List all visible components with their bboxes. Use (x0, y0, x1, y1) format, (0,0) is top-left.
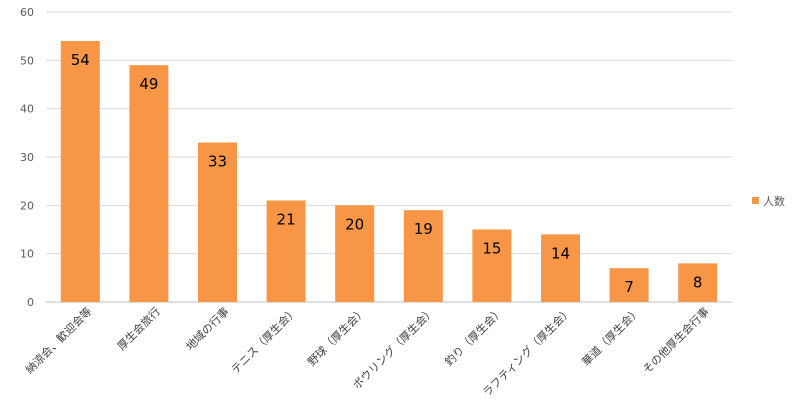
y-tick-label: 10 (20, 248, 34, 261)
data-label: 14 (551, 244, 570, 262)
x-category-label: 釣り（厚生会） (442, 304, 506, 368)
bar (609, 268, 649, 302)
y-axis-ticks: 0 10 20 30 40 50 60 (20, 6, 34, 309)
y-tick-label: 60 (20, 6, 34, 19)
x-category-label: 華道（厚生会） (579, 304, 643, 368)
y-tick-label: 30 (20, 151, 34, 164)
bar (198, 142, 237, 302)
x-category-label: 地域の行事 (184, 305, 232, 353)
x-category-label: テニス（厚生会） (228, 304, 300, 376)
y-tick-label: 50 (20, 54, 34, 67)
data-label: 21 (277, 211, 296, 229)
data-label: 49 (139, 75, 158, 93)
data-label: 7 (624, 278, 634, 296)
bar (403, 210, 443, 302)
bar (541, 234, 580, 302)
bar (472, 229, 512, 302)
x-category-label: 厚生会旅行 (114, 304, 163, 353)
bar (129, 65, 169, 303)
data-labels: 54 49 33 21 20 19 15 14 7 8 (71, 51, 703, 296)
x-category-label: その他厚生会行事 (640, 304, 712, 376)
bar (335, 205, 375, 302)
data-label: 20 (345, 215, 364, 233)
data-label: 54 (71, 51, 90, 69)
legend: 人数 (752, 195, 785, 208)
bars (60, 41, 718, 303)
y-tick-label: 20 (20, 199, 34, 212)
x-category-label: 納涼会、歓迎会等 (22, 304, 94, 376)
legend-label: 人数 (763, 195, 785, 208)
legend-swatch (752, 197, 759, 204)
data-label: 8 (693, 273, 703, 291)
y-tick-label: 0 (27, 296, 34, 309)
bar (60, 41, 100, 302)
data-label: 19 (414, 220, 433, 238)
data-label: 15 (482, 240, 501, 258)
y-tick-label: 40 (20, 103, 34, 116)
bar (266, 200, 306, 302)
bar (678, 263, 718, 302)
data-label: 33 (208, 153, 227, 171)
x-category-label: 野球（厚生会） (304, 304, 368, 368)
